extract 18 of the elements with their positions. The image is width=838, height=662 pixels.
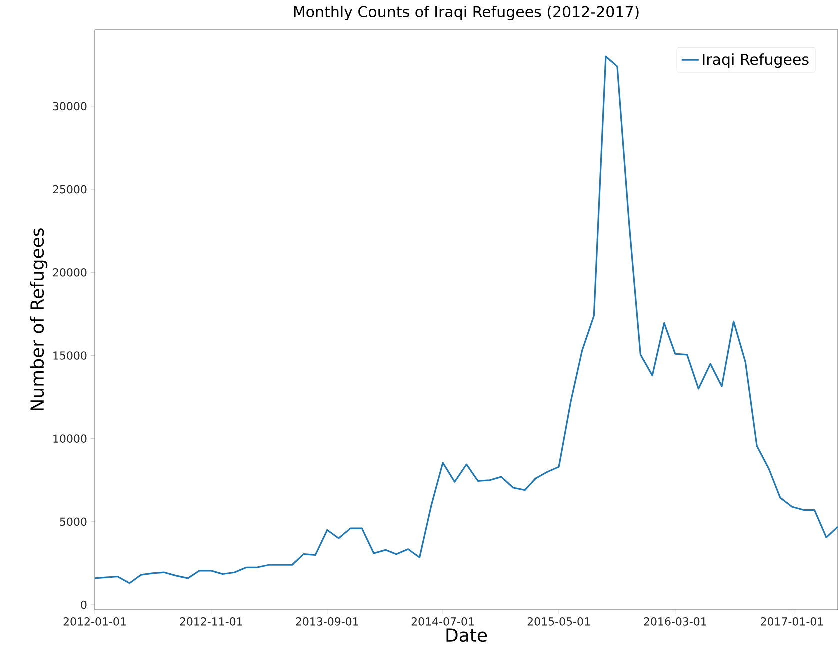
x-tick-label: 2016-03-01 bbox=[644, 618, 706, 626]
x-tick-label: 2013-09-01 bbox=[296, 618, 358, 626]
x-tick-label: 2014-07-01 bbox=[412, 618, 474, 626]
legend-label: Iraqi Refugees bbox=[703, 54, 809, 68]
x-tick-label: 2012-11-01 bbox=[180, 618, 242, 626]
x-tick-label: 2017-01-01 bbox=[761, 618, 824, 626]
y-tick-label: 0 bbox=[81, 600, 87, 610]
y-tick-label: 30000 bbox=[53, 102, 87, 111]
y-tick-label: 15000 bbox=[54, 352, 87, 360]
chart-title: Monthly Counts of Iraqi Refugees (2012-2017) bbox=[294, 6, 639, 20]
x-tick-label: 2012-01-01 bbox=[64, 618, 126, 626]
x-tick-label: 2015-05-01 bbox=[528, 618, 590, 626]
x-axis-title: Date bbox=[446, 628, 488, 642]
y-tick-label: 25000 bbox=[53, 185, 87, 194]
y-tick-label: 20000 bbox=[53, 268, 87, 277]
y-tick-label: 5000 bbox=[60, 518, 87, 526]
y-axis-title: Number of Refugees bbox=[30, 228, 48, 411]
y-tick-label: 10000 bbox=[54, 434, 87, 443]
